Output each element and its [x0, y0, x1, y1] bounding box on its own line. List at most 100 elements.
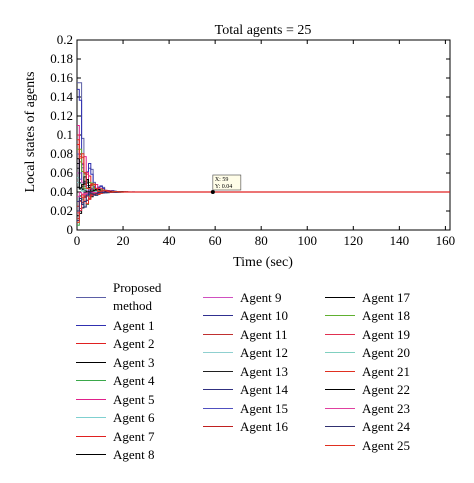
plot-area: 0 20 40 60 80 100 120 140 16000.020.040.060.080.…: [50, 32, 455, 248]
legend-item: Agent 3: [76, 353, 177, 372]
legend-swatch: [203, 370, 233, 372]
x-tick-label: 120: [344, 233, 364, 248]
legend-swatch: [203, 296, 233, 298]
legend-swatch: [325, 296, 355, 298]
legend-label: Agent 6: [113, 410, 155, 426]
legend-label: Agent 25: [362, 437, 411, 453]
legend-swatch: [203, 389, 233, 391]
legend-label: Agent 15: [240, 400, 289, 416]
legend-swatch: [76, 454, 106, 456]
legend-label: Agent 16: [240, 419, 289, 435]
legend-item: Agent 13: [203, 362, 288, 381]
legend-swatch: [76, 398, 106, 400]
legend-swatch: [325, 333, 355, 335]
legend-swatch: [203, 352, 233, 354]
legend-label: Agent 20: [362, 345, 411, 361]
legend-label: Agent 24: [362, 419, 411, 435]
legend-item: Agent 11: [203, 325, 288, 344]
legend-label: Agent 3: [113, 354, 155, 370]
x-tick-label: 140: [390, 233, 410, 248]
legend-label: Agent 19: [362, 326, 411, 342]
x-axis-label: Time (sec): [233, 255, 293, 270]
datatip-y-text: Y: 0.04: [215, 184, 232, 190]
legend-label: Agent 11: [240, 326, 288, 342]
chart-title: Total agents = 25: [215, 23, 312, 38]
legend-item: Agent 2: [76, 335, 177, 354]
legend-label: Agent 18: [362, 308, 411, 324]
legend-label: Agent 2: [113, 336, 155, 352]
legend-label: Proposed method: [113, 280, 162, 313]
legend-item: Agent 25: [325, 436, 410, 455]
legend-label: Agent 14: [240, 382, 289, 398]
legend-item: Agent 20: [325, 344, 410, 363]
legend-swatch: [203, 426, 233, 428]
legend-item: Agent 22: [325, 381, 410, 400]
legend-label: Agent 9: [240, 289, 282, 305]
legend-label: Agent 8: [113, 447, 155, 463]
legend-swatch: [76, 380, 106, 382]
y-tick-label: 0.06: [50, 165, 73, 180]
legend-item: Agent 1: [76, 316, 177, 335]
legend-swatch: [325, 352, 355, 354]
x-tick-label: 60: [209, 233, 222, 248]
plot-frame: [76, 39, 451, 231]
legend-item: Proposed method: [76, 279, 177, 316]
line-chart: Total agents = 25 Local states of agents…: [23, 23, 455, 270]
legend-item: Agent 10: [203, 307, 288, 326]
y-tick-label: 0.1: [57, 127, 73, 142]
legend-item: Agent 18: [325, 307, 410, 326]
legend-item: Agent 6: [76, 409, 177, 428]
x-tick-label: 160: [436, 233, 456, 248]
x-tick-label: 40: [163, 233, 176, 248]
legend-swatch: [76, 435, 106, 437]
legend-label: Agent 12: [240, 345, 289, 361]
legend-label: Agent 13: [240, 363, 289, 379]
legend-swatch: [76, 361, 106, 363]
legend-swatch: [76, 297, 106, 298]
legend-label: Agent 7: [113, 428, 155, 444]
legend-item: Agent 21: [325, 362, 410, 381]
legend-swatch: [76, 324, 106, 326]
y-tick-label: 0: [67, 222, 74, 237]
legend-item: Agent 23: [325, 399, 410, 418]
legend-swatch: [325, 370, 355, 372]
y-axis-label: Local states of agents: [23, 72, 38, 193]
legend-item: Agent 16: [203, 418, 288, 437]
legend-item: Agent 9: [203, 288, 288, 307]
x-tick-label: 80: [255, 233, 268, 248]
legend-swatch: [76, 343, 106, 345]
legend-item: Agent 8: [76, 446, 177, 465]
legend-label: Agent 1: [113, 317, 155, 333]
legend-swatch: [203, 315, 233, 317]
legend-swatch: [203, 407, 233, 409]
y-tick-label: 0.04: [50, 184, 73, 199]
legend-column-1: Proposed method Agent 1 Agent 2 Agent 3 Agen…: [76, 279, 177, 464]
x-tick-label: 100: [297, 233, 317, 248]
legend-swatch: [76, 417, 106, 419]
x-tick-label: 20: [117, 233, 130, 248]
legend-swatch: [325, 444, 355, 446]
legend-item: Agent 15: [203, 399, 288, 418]
datatip-x-text: X: 59: [215, 177, 229, 183]
y-tick-label: 0.08: [50, 146, 73, 161]
legend-item: Agent 17: [325, 288, 410, 307]
y-tick-label: 0.18: [50, 51, 73, 66]
legend-swatch: [325, 426, 355, 428]
y-tick-label: 0.16: [50, 70, 73, 85]
x-tick-label: 0: [74, 233, 81, 248]
legend-swatch: [325, 389, 355, 391]
legend-label: Agent 4: [113, 373, 155, 389]
legend-swatch: [203, 333, 233, 335]
legend-label: Agent 17: [362, 289, 411, 305]
legend-item: Agent 12: [203, 344, 288, 363]
datatip-marker: [210, 190, 215, 194]
legend-label: Agent 10: [240, 308, 289, 324]
y-tick-label: 0.14: [50, 89, 73, 104]
legend-label: Agent 21: [362, 363, 411, 379]
datatip-box: [212, 174, 242, 191]
legend-label: Agent 5: [113, 391, 155, 407]
legend-item: Agent 14: [203, 381, 288, 400]
legend-item: Agent 24: [325, 418, 410, 437]
legend-item: Agent 5: [76, 390, 177, 409]
y-tick-label: 0.02: [50, 203, 73, 218]
